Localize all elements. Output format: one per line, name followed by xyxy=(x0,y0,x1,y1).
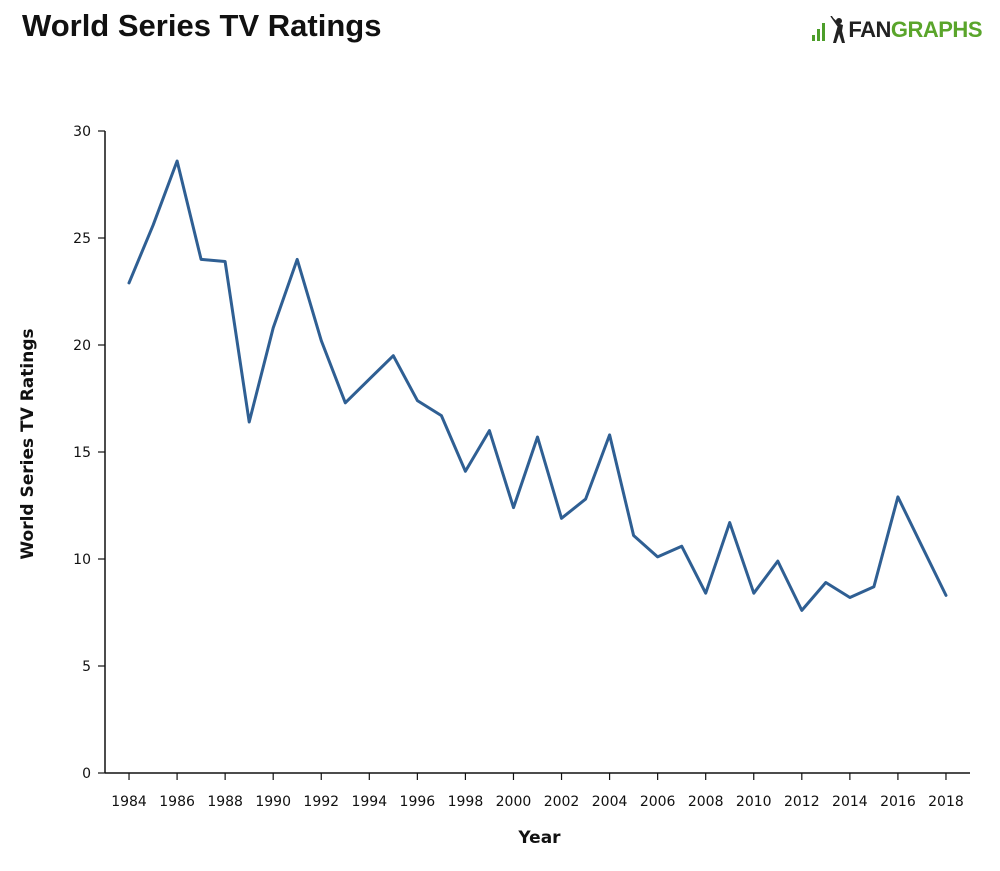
x-tick-label: 1984 xyxy=(111,794,147,810)
fangraphs-logo: FAN GRAPHS xyxy=(812,14,983,46)
batter-silhouette-icon xyxy=(830,16,846,43)
series-layer xyxy=(127,159,948,612)
series-line xyxy=(127,159,948,612)
x-tick-label: 2012 xyxy=(784,794,820,810)
x-tick-label: 2016 xyxy=(880,794,916,810)
x-tick-label: 1988 xyxy=(207,794,243,810)
y-tick-label: 5 xyxy=(82,659,91,675)
x-tick-label: 2000 xyxy=(496,794,532,810)
x-tick-label: 1986 xyxy=(159,794,195,810)
x-tick-label: 2002 xyxy=(544,794,580,810)
x-tick-label: 2008 xyxy=(688,794,724,810)
x-tick-label: 2004 xyxy=(592,794,628,810)
y-tick-label: 10 xyxy=(73,552,91,568)
x-tick-label: 2006 xyxy=(640,794,676,810)
x-axis: 1984 1986 1988 1990 1992 1994 1996 1998 2000 2002… xyxy=(105,772,970,810)
x-tick-label: 1992 xyxy=(303,794,339,810)
y-axis: 0 5 10 15 20 25 30 xyxy=(73,124,106,782)
x-tick-label: 2010 xyxy=(736,794,772,810)
logo-graphs-text: GRAPHS xyxy=(890,17,983,42)
y-tick-label: 20 xyxy=(73,338,91,354)
x-axis-title: Year xyxy=(517,828,561,848)
x-tick-label: 1998 xyxy=(448,794,484,810)
y-tick-label: 25 xyxy=(73,231,91,247)
x-tick-label: 1990 xyxy=(255,794,291,810)
x-tick-label: 1996 xyxy=(400,794,436,810)
y-tick-label: 0 xyxy=(82,766,91,782)
y-tick-label: 30 xyxy=(73,124,91,140)
logo-bars-icon xyxy=(812,19,827,41)
y-tick-label: 15 xyxy=(73,445,91,461)
logo-fan-text: FAN xyxy=(848,17,891,42)
x-tick-label: 2018 xyxy=(928,794,964,810)
chart-title: World Series TV Ratings xyxy=(22,8,382,43)
x-tick-label: 1994 xyxy=(351,794,387,810)
x-tick-label: 2014 xyxy=(832,794,868,810)
y-axis-title: World Series TV Ratings xyxy=(18,328,38,559)
